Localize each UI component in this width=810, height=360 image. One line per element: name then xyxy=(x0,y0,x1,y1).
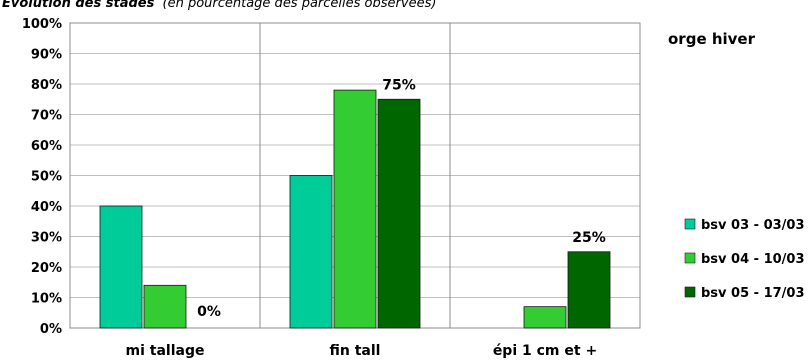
legend: bsv 03 - 03/03 bsv 04 - 10/03 bsv 05 - 17/… xyxy=(684,218,805,301)
bar xyxy=(523,306,567,329)
x-axis: mi tallage fin tall épi 1 cm et + xyxy=(126,343,598,359)
chart-title-main: Evolution des stades xyxy=(2,0,155,11)
bar xyxy=(333,89,377,329)
bar xyxy=(143,284,187,329)
y-axis: 0% 10% 20% 30% 40% 50% 60% 70% 80% 90% 100% xyxy=(22,17,62,337)
chart-title: Evolution des stades (en pourcentage des… xyxy=(2,0,436,11)
bars xyxy=(99,89,611,329)
y-tick-label: 50% xyxy=(31,170,62,185)
x-tick-label: fin tall xyxy=(330,343,381,359)
bar xyxy=(99,205,143,329)
chart-subtitle: (en pourcentage des parcelles observées) xyxy=(163,0,437,11)
legend-label: bsv 04 - 10/03 xyxy=(701,252,805,267)
data-label: 0% xyxy=(197,304,221,320)
y-tick-label: 100% xyxy=(22,17,62,32)
y-tick-label: 0% xyxy=(40,322,62,337)
bar xyxy=(567,251,611,329)
x-tick-label: mi tallage xyxy=(126,343,205,359)
y-tick-label: 90% xyxy=(31,48,62,63)
legend-label: bsv 03 - 03/03 xyxy=(701,218,805,233)
y-tick-label: 40% xyxy=(31,200,62,215)
y-tick-label: 60% xyxy=(31,139,62,154)
legend-swatch xyxy=(684,252,696,264)
x-tick-label: épi 1 cm et + xyxy=(493,343,597,359)
legend-swatch xyxy=(684,218,696,230)
data-labels: 0% 75% 25% xyxy=(197,77,606,320)
y-tick-label: 70% xyxy=(31,109,62,124)
legend-label: bsv 05 - 17/03 xyxy=(701,286,805,301)
y-tick-label: 10% xyxy=(31,292,62,307)
y-tick-label: 20% xyxy=(31,261,62,276)
y-tick-label: 30% xyxy=(31,231,62,246)
y-tick-label: 80% xyxy=(31,78,62,93)
chart-annotation: orge hiver xyxy=(668,30,756,48)
bar xyxy=(289,175,333,329)
data-label: 75% xyxy=(382,77,416,93)
legend-swatch xyxy=(684,286,696,298)
data-label: 25% xyxy=(572,230,606,246)
bar xyxy=(377,98,421,329)
